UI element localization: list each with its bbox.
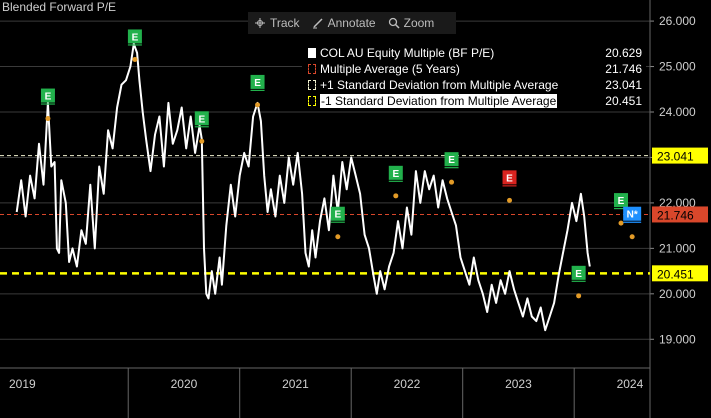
event-marker-label: E [448,155,455,166]
legend-entry-minus-one-sd: -1 Standard Deviation from Multiple Aver… [308,93,642,109]
y-tick-label: 20.000 [659,287,696,301]
event-dot [45,116,51,122]
event-marker-box [502,170,517,185]
zoom-button[interactable]: Zoom [388,16,435,30]
reference-label-bg [652,265,708,282]
event-marker-label: E [334,210,341,221]
legend-entry-equity-multiple: COL AU Equity Multiple (BF P/E) 20.629 [308,45,642,61]
event-marker-label: E [618,196,625,207]
x-tick-label: 2024 [617,377,644,391]
chart-toolbar: Track Annotate Zoom [248,12,456,34]
event-dot [132,56,138,62]
event-dot [335,234,341,240]
reference-label: 23.041 [657,150,694,164]
event-marker-box [444,152,459,167]
x-tick-label: 2019 [9,377,36,391]
legend-entry-average: Multiple Average (5 Years) 21.746 [308,61,642,77]
event-marker-box [194,111,209,126]
x-tick-label: 2023 [505,377,532,391]
event-marker-box [127,29,142,44]
legend-swatch-dashed [308,64,316,74]
legend-value: 20.451 [605,94,642,108]
event-marker-label: E [254,78,261,89]
event-dot [618,220,624,226]
reference-label: 20.451 [657,267,694,281]
y-tick-label: 21.000 [659,241,696,255]
event-dot [199,138,205,144]
reference-label-bg [652,147,708,164]
event-dot [629,234,635,240]
y-tick-label: 19.000 [659,332,696,346]
legend-value: 20.629 [605,46,642,60]
legend-swatch-dashed [308,80,316,90]
legend-name: -1 Standard Deviation from Multiple Aver… [320,94,558,108]
event-marker-label: E [506,173,513,184]
track-button[interactable]: Track [254,16,300,30]
event-dot [393,193,399,199]
event-marker-label: E [392,169,399,180]
legend-name: Multiple Average (5 Years) [320,62,460,76]
series-line [15,42,591,332]
x-tick-label: 2020 [171,377,198,391]
legend-value: 21.746 [605,62,642,76]
event-marker-box [388,165,403,180]
legend-name: COL AU Equity Multiple (BF P/E) [320,46,495,60]
legend-value: 23.041 [605,78,642,92]
event-marker-box [40,88,55,103]
event-dot [576,293,582,299]
y-tick-label: 24.000 [659,105,696,119]
event-marker-label: E [45,92,52,103]
event-marker-label: E [575,269,582,280]
crosshair-icon [255,18,265,28]
y-tick-label: 22.000 [659,196,696,210]
legend-name: +1 Standard Deviation from Multiple Aver… [320,78,559,92]
y-tick-label: 25.000 [659,60,696,74]
event-marker-box [250,74,265,89]
x-tick-label: 2022 [394,377,421,391]
event-marker-box [614,193,629,208]
legend-entry-plus-one-sd: +1 Standard Deviation from Multiple Aver… [308,77,642,93]
legend-swatch-dashed [308,96,316,106]
reference-label-bg [652,206,708,223]
y-tick-label: 26.000 [659,14,696,28]
pencil-icon [312,18,323,29]
event-marker-box [330,206,345,221]
legend-swatch-solid [308,48,316,58]
annotate-button[interactable]: Annotate [312,16,376,30]
event-marker-box [571,265,586,280]
event-dot [507,197,513,203]
reference-label: 21.746 [657,208,694,222]
event-marker-label: N* [627,210,638,221]
event-marker-box [623,206,642,221]
x-tick-label: 2021 [282,377,309,391]
event-dot [449,179,455,185]
event-marker-label: E [198,114,205,125]
annotate-label: Annotate [327,16,376,30]
event-dot [255,102,261,108]
chart-legend: COL AU Equity Multiple (BF P/E) 20.629 M… [302,43,646,109]
event-marker-label: E [132,32,139,43]
magnifier-icon [388,17,400,29]
chart-title: Blended Forward P/E [2,0,117,14]
track-label: Track [270,16,300,30]
zoom-label: Zoom [403,16,435,30]
